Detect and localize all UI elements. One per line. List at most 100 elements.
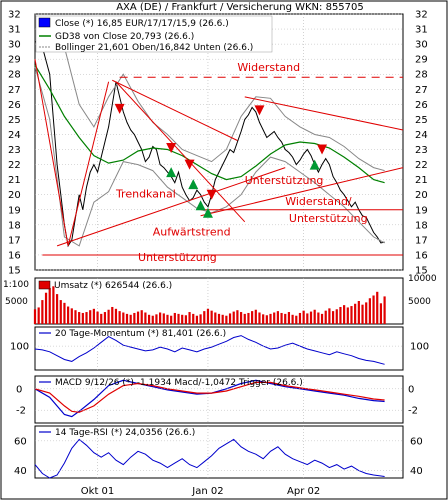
buy-signal-marker-9 — [309, 159, 320, 170]
volume-ytick-right: 5000 — [408, 297, 431, 307]
macd-ytick-right: 0 — [408, 384, 414, 395]
volume-bar — [357, 301, 360, 324]
volume-bar — [195, 315, 199, 324]
volume-bar — [147, 314, 151, 324]
price-ytick-left: 23 — [8, 145, 21, 156]
x-axis-label-1: Jan 02 — [191, 486, 223, 497]
price-ytick-right: 23 — [415, 145, 428, 156]
volume-bar — [129, 314, 132, 324]
annotation-label-6: Unterstützung — [138, 251, 217, 264]
annotation-label-1: Trendkanal — [115, 188, 176, 201]
volume-bar — [265, 315, 268, 324]
volume-bar — [324, 310, 327, 324]
price-ytick-right: 22 — [415, 160, 428, 171]
volume-bar — [217, 313, 221, 324]
volume-bar — [166, 314, 169, 324]
trendline-0 — [34, 59, 69, 246]
volume-bar — [103, 312, 107, 324]
legend-close-swatch — [38, 17, 51, 28]
volume-bar — [331, 311, 335, 324]
volume-bar — [354, 303, 357, 324]
legend-gd38-label: GD38 von Close 20,793 (26.6.) — [55, 32, 194, 42]
volume-bar — [85, 312, 88, 324]
volume-bar — [159, 312, 162, 324]
volume-bar — [122, 312, 125, 324]
macd-ytick-left: 0 — [16, 384, 22, 395]
price-ytick-left: 24 — [8, 130, 21, 141]
price-ytick-right: 20 — [415, 190, 428, 201]
volume-bar — [140, 310, 143, 324]
trendline-4 — [56, 167, 286, 247]
price-ytick-left: 31 — [8, 25, 21, 36]
price-ytick-left: 30 — [8, 40, 21, 51]
volume-bar — [133, 312, 136, 324]
momentum-line — [34, 335, 385, 365]
volume-bar — [287, 312, 291, 324]
x-axis-label-2: Apr 02 — [287, 486, 320, 497]
macd-panel-frame — [34, 375, 404, 424]
volume-bar — [59, 300, 62, 324]
volume-bar — [210, 310, 213, 324]
volume-bar — [284, 313, 287, 324]
volume-bar — [343, 305, 346, 324]
volume-bar — [203, 311, 206, 324]
price-ytick-left: 26 — [8, 100, 21, 111]
volume-bar — [181, 314, 184, 324]
volume-bar — [52, 286, 55, 324]
price-ytick-right: 15 — [415, 266, 428, 277]
volume-bar — [313, 309, 316, 324]
volume-bar — [221, 314, 224, 324]
volume-legend-swatch — [38, 280, 51, 290]
volume-bar — [67, 306, 70, 324]
trendline-6 — [244, 96, 404, 131]
macd-series-trigger — [34, 381, 385, 413]
price-ytick-left: 32 — [8, 10, 21, 21]
volume-bar — [339, 306, 342, 324]
volume-bar — [232, 311, 235, 324]
volume-ytick-left: 5000 — [5, 297, 28, 307]
buy-signal-marker-6 — [195, 200, 206, 211]
volume-bar — [63, 302, 66, 324]
rsi-ytick-right: 40 — [410, 466, 423, 477]
price-ytick-left: 29 — [8, 55, 21, 66]
volume-bar — [317, 312, 320, 324]
volume-bar — [206, 308, 210, 324]
rsi-line — [34, 438, 385, 479]
annotation-label-0: Widerstand — [237, 61, 300, 74]
volume-bar — [258, 312, 261, 324]
volume-bar — [107, 309, 110, 324]
volume-bar — [37, 307, 40, 324]
volume-bar — [383, 296, 386, 324]
volume-bar — [96, 311, 99, 324]
volume-bar — [199, 314, 202, 324]
volume-bar — [151, 315, 154, 324]
volume-bar — [70, 308, 73, 324]
price-ytick-right: 28 — [415, 70, 428, 81]
volume-bar — [247, 312, 250, 324]
trendline-3 — [115, 81, 246, 223]
trendline-1 — [67, 81, 110, 247]
price-series-gd38 — [34, 64, 385, 184]
volume-bar — [92, 308, 95, 324]
volume-bar — [48, 288, 51, 324]
volume-bar — [33, 309, 37, 324]
volume-bar — [309, 311, 313, 324]
volume-bar — [74, 310, 77, 324]
volume-bar — [184, 315, 187, 324]
volume-bar — [376, 291, 379, 324]
volume-bar — [144, 312, 147, 324]
price-series-boll_upper — [34, 28, 385, 172]
price-ytick-right: 25 — [415, 115, 428, 126]
volume-bar — [236, 310, 239, 324]
volume-bar — [55, 294, 59, 324]
volume-bar — [262, 314, 265, 324]
sell-signal-marker-10 — [317, 144, 328, 155]
volume-bar — [243, 313, 246, 324]
volume-bar — [291, 314, 294, 324]
price-ytick-right: 27 — [415, 85, 428, 96]
volume-bar — [295, 315, 298, 324]
volume-bar — [177, 313, 180, 324]
chart-title: AXA (DE) / Frankfurt / Versicherung WKN:… — [116, 2, 364, 13]
